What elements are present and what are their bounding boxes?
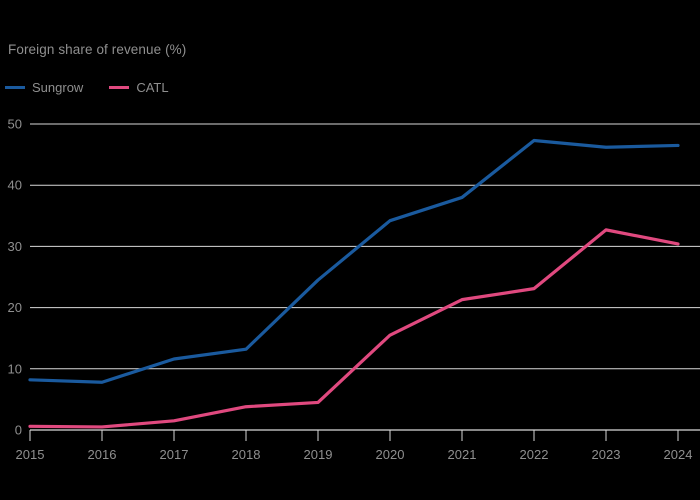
series-line-catl — [28, 228, 680, 429]
y-axis-tick-label: 20 — [8, 300, 22, 315]
x-axis-tick-label: 2023 — [592, 447, 621, 462]
legend-label-sungrow: Sungrow — [32, 80, 84, 95]
chart-title: Foreign share of revenue (%) — [8, 42, 187, 57]
x-axis-tick-label: 2016 — [88, 447, 117, 462]
x-axis-tick-label: 2021 — [448, 447, 477, 462]
x-axis-tick-label: 2024 — [664, 447, 693, 462]
y-axis-tick-labels: 0 10 20 30 40 50 — [8, 117, 22, 438]
legend-swatch-sungrow — [5, 85, 25, 90]
x-axis-tick-label: 2015 — [16, 447, 45, 462]
y-axis-tick-label: 40 — [8, 178, 22, 193]
x-axis-tick-labels: 2015 2016 2017 2018 2019 2020 2021 2022 2023 2024 — [16, 447, 693, 462]
legend-item-sungrow: Sungrow — [5, 80, 83, 95]
x-axis-tick-label: 2022 — [520, 447, 549, 462]
series-line-sungrow — [28, 138, 680, 384]
series-lines-group — [28, 138, 680, 429]
x-axis-tick-label: 2018 — [232, 447, 261, 462]
x-axis-tick-label: 2020 — [376, 447, 405, 462]
y-axis-tick-label: 50 — [8, 117, 22, 132]
x-axis-tick-label: 2017 — [160, 447, 189, 462]
y-axis-tick-label: 0 — [15, 423, 22, 438]
x-axis-ticks — [29, 430, 679, 441]
x-axis-tick-label: 2019 — [304, 447, 333, 462]
y-axis-tick-label: 30 — [8, 239, 22, 254]
legend-swatch-catl — [109, 85, 130, 90]
legend-item-catl: CATL — [109, 80, 169, 95]
y-axis-tick-label: 10 — [8, 361, 22, 376]
chart-legend: Sungrow CATL — [5, 80, 169, 95]
legend-label-catl: CATL — [136, 80, 169, 95]
gridlines-group — [30, 123, 700, 431]
